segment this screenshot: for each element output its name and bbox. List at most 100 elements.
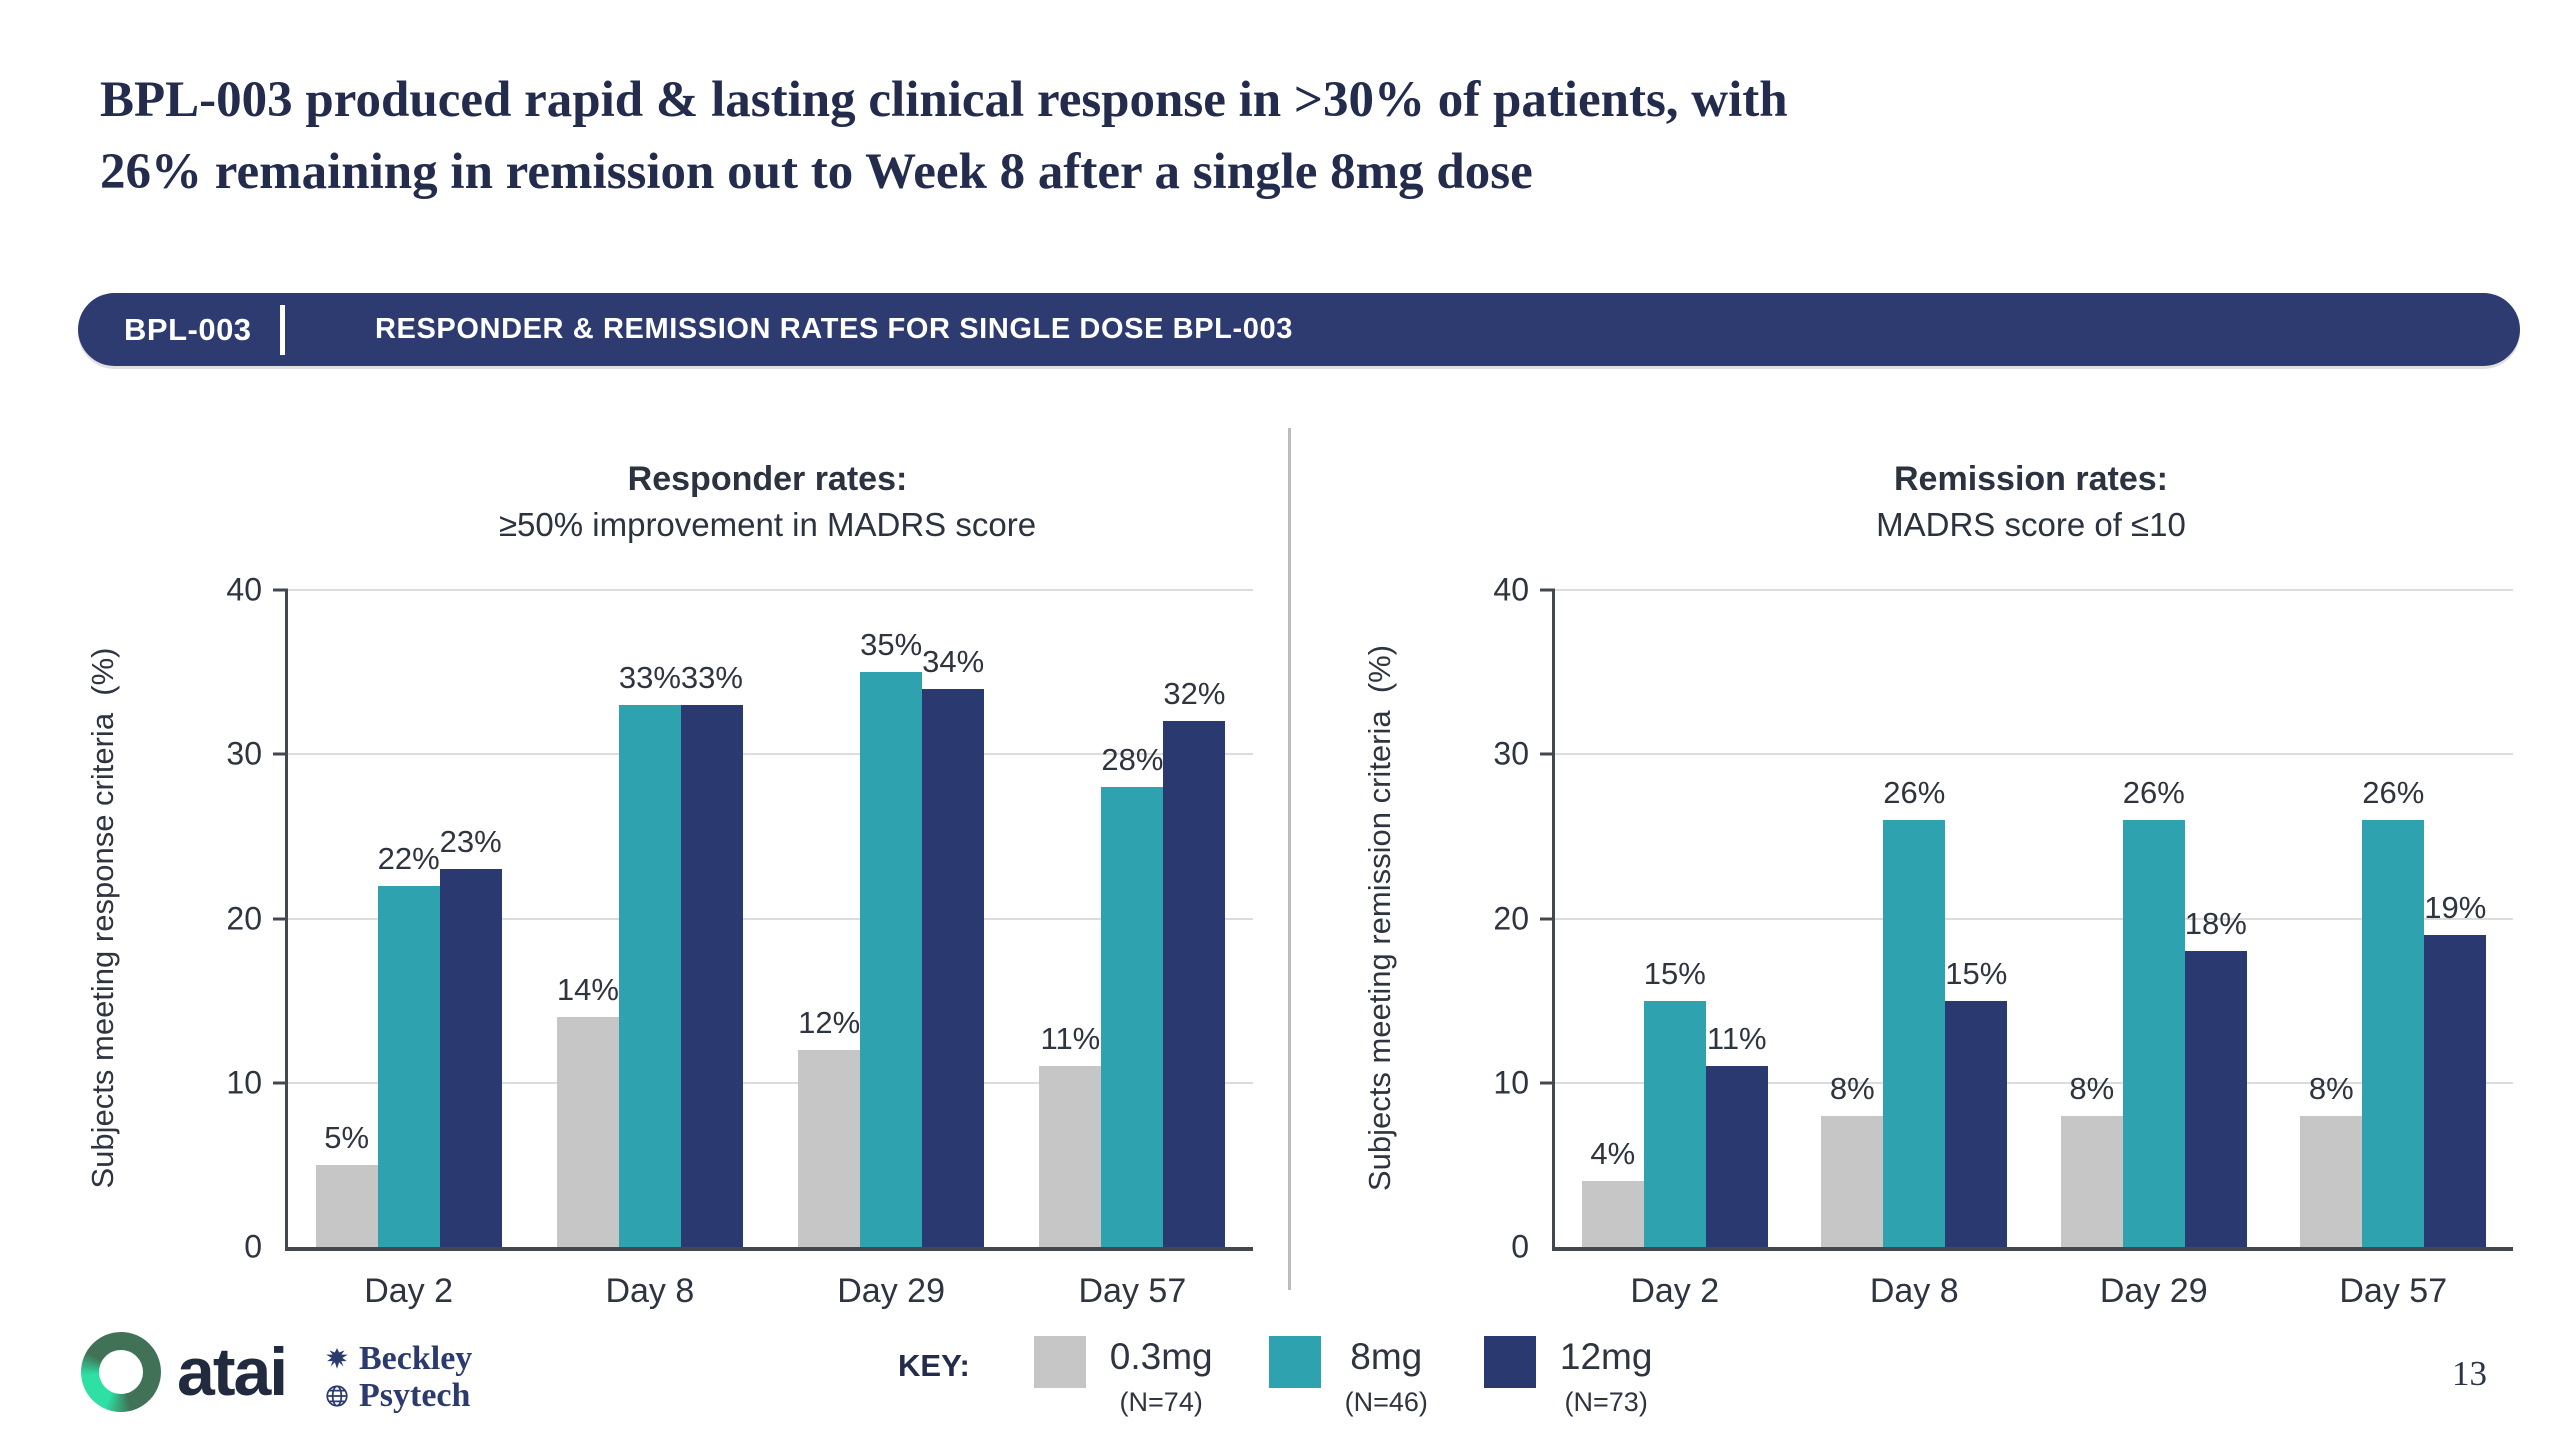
bar-12mg-day-2: 11% (1705, 1021, 1768, 1247)
bar-8mg-day-29: 26% (2123, 775, 2185, 1247)
bar-0.3mg-day-8: 8% (1821, 1071, 1884, 1247)
gridline-40 (1555, 589, 2513, 591)
y-tick-mark-20 (273, 917, 288, 920)
bar-value-label: 33% (680, 659, 743, 695)
legend-key-label: KEY: (898, 1348, 970, 1383)
y-tick-label-20: 20 (1493, 900, 1529, 936)
y-tick-label-10: 10 (226, 1064, 262, 1101)
y-tick-label-40: 40 (1493, 571, 1529, 608)
eagle-icon (322, 1344, 352, 1374)
legend-item-8mg: 8mg (N=46) (1268, 1336, 1428, 1418)
legend-swatch-03mg (1033, 1336, 1086, 1388)
bar-value-label: 8% (2308, 1070, 2354, 1106)
bar-group-day-57: 8% 26% 19% Day 57 (2300, 590, 2486, 1310)
x-axis-label-day-8: Day 8 (1869, 1272, 1959, 1310)
bar-8mg-day-57: 28% (1101, 742, 1163, 1247)
bar-value-label: 26% (1883, 774, 1946, 810)
y-tick-mark-30 (1540, 752, 1555, 756)
bar-value-label: 5% (324, 1119, 370, 1155)
bar-8mg-day-29: 35% (860, 627, 922, 1247)
bar-value-label: 15% (1643, 955, 1706, 991)
bar-value-label: 8% (1829, 1070, 1875, 1106)
y-tick-label-0: 0 (1511, 1228, 1529, 1265)
bar-group-day-2: 5% 22% 23% Day 2 (315, 590, 502, 1310)
bar-8mg-day-2: 22% (378, 841, 440, 1247)
bar-0.3mg-day-2: 4% (1581, 1136, 1644, 1247)
page-number: 13 (2452, 1354, 2487, 1393)
y-tick-mark-20 (1540, 917, 1555, 920)
page-title: BPL-003 produced rapid & lasting clinica… (100, 72, 1788, 200)
x-axis-label-day-8: Day 8 (605, 1272, 695, 1310)
bar-value-label: 19% (2424, 889, 2487, 925)
beckley-logo-text-line2: Psytech (359, 1376, 471, 1414)
legend-label-8mg: 8mg (1350, 1336, 1423, 1377)
legend-label-12mg: 12mg (1559, 1336, 1653, 1377)
globe-icon (322, 1381, 352, 1411)
gridline-10 (1555, 1081, 2513, 1084)
bar-12mg-day-57: 32% (1163, 676, 1225, 1247)
x-axis-label-day-29: Day 29 (2099, 1272, 2208, 1310)
bar-value-label: 12% (798, 1004, 861, 1040)
beckley-logo-text-line1: Beckley (359, 1339, 473, 1377)
banner-divider (280, 304, 285, 355)
bar-0.3mg-day-2: 5% (315, 1120, 378, 1247)
bar-group-day-8: 14% 33% 33% Day 8 (557, 590, 743, 1310)
atai-logo-text: atai (177, 1334, 288, 1410)
bar-value-label: 8% (2069, 1070, 2115, 1106)
y-tick-mark-40 (273, 588, 288, 592)
bar-0.3mg-day-57: 8% (2300, 1071, 2363, 1247)
bar-group-day-2: 4% 15% 11% Day 2 (1581, 590, 1768, 1310)
bar-value-label: 4% (1590, 1136, 1636, 1172)
bar-0.3mg-day-57: 11% (1039, 1021, 1102, 1247)
banner: BPL-003 RESPONDER & REMISSION RATES FOR … (78, 293, 2520, 366)
bar-value-label: 23% (439, 824, 502, 860)
bar-value-label: 33% (618, 659, 681, 695)
x-axis-label-day-57: Day 57 (2339, 1272, 2448, 1310)
x-axis-label-day-2: Day 2 (364, 1272, 454, 1310)
bar-value-label: 34% (922, 643, 985, 679)
bar-0.3mg-day-29: 12% (798, 1005, 860, 1247)
bar-group-day-29: 8% 26% 18% Day 29 (2060, 590, 2247, 1310)
gridline-20 (1555, 917, 2513, 920)
legend: KEY: 0.3mg (N=74) 8mg (N=46) 12mg (N=73) (898, 1336, 1708, 1418)
responder-y-axis-label: Subjects meeting response criteria (%) (85, 647, 120, 1189)
y-tick-mark-30 (273, 752, 288, 756)
legend-n-03mg: (N=74) (1119, 1387, 1203, 1417)
bar-12mg-day-57: 19% (2424, 890, 2486, 1247)
bar-8mg-day-8: 33% (619, 660, 681, 1247)
y-tick-label-0: 0 (244, 1228, 262, 1265)
atai-logo: atai (81, 1332, 288, 1412)
bar-group-day-29: 12% 35% 34% Day 29 (798, 590, 985, 1310)
bar-12mg-day-29: 18% (2185, 906, 2247, 1247)
x-axis-label-day-2: Day 2 (1630, 1272, 1720, 1310)
legend-swatch-8mg (1268, 1336, 1321, 1388)
legend-swatch-12mg (1483, 1336, 1536, 1388)
bar-12mg-day-8: 33% (681, 660, 743, 1247)
bar-0.3mg-day-8: 14% (557, 972, 619, 1247)
bar-value-label: 14% (556, 972, 619, 1008)
remission-chart-plot: 0 10 20 30 40 4% 15% 11% Day 2 8% 26% 15% Day 8 8% 26%… (1493, 572, 2513, 1310)
beckley-psytech-logo: Beckley Psytech (322, 1340, 472, 1414)
legend-n-12mg: (N=73) (1564, 1387, 1648, 1417)
y-tick-mark-10 (1540, 1081, 1555, 1085)
y-tick-label-10: 10 (1493, 1064, 1529, 1101)
x-axis-label-day-29: Day 29 (837, 1272, 945, 1310)
bar-value-label: 18% (2184, 906, 2247, 942)
y-tick-label-20: 20 (226, 900, 262, 936)
gridline-30 (288, 753, 1253, 756)
x-axis-label-day-57: Day 57 (1078, 1272, 1187, 1310)
bar-value-label: 11% (1040, 1021, 1101, 1057)
bar-0.3mg-day-29: 8% (2060, 1071, 2123, 1247)
y-tick-mark-40 (1540, 588, 1555, 592)
bar-8mg-day-57: 26% (2362, 775, 2424, 1247)
bar-value-label: 26% (2122, 774, 2185, 810)
legend-label-03mg: 0.3mg (1109, 1336, 1213, 1377)
y-tick-mark-10 (273, 1081, 288, 1085)
remission-chart-title: Remission rates: MADRS score of ≤10 (1876, 460, 2186, 543)
responder-chart-title: Responder rates: ≥50% improvement in MAD… (498, 460, 1037, 543)
bar-value-label: 28% (1101, 742, 1164, 778)
bar-12mg-day-8: 15% (1945, 956, 2007, 1247)
legend-n-8mg: (N=46) (1344, 1387, 1428, 1417)
bar-8mg-day-2: 15% (1644, 956, 1706, 1247)
